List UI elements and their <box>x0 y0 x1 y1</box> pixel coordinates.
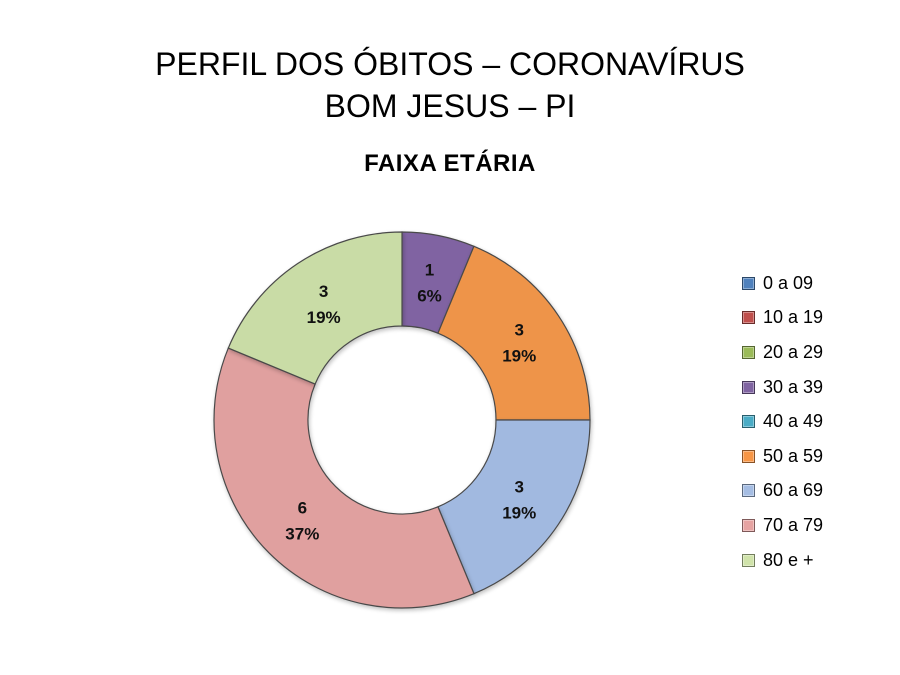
slice-percent-label: 19% <box>307 308 341 327</box>
legend-swatch <box>742 518 755 532</box>
donut-slices <box>213 231 591 609</box>
legend-label: 30 a 39 <box>763 376 824 397</box>
slice-70-a-79 <box>213 347 475 609</box>
chart-legend: 0 a 09 10 a 19 20 a 29 30 a 39 40 a 49 50 a 5… <box>742 266 882 577</box>
legend-item: 0 a 09 <box>742 266 882 301</box>
legend-item: 10 a 19 <box>742 301 882 336</box>
slice-percent-label: 19% <box>502 347 536 366</box>
legend-item: 50 a 59 <box>742 439 882 474</box>
slice-80-e-plus <box>227 231 403 385</box>
legend-label: 50 a 59 <box>763 445 824 466</box>
chart-subtitle: FAIXA ETÁRIA <box>364 150 536 177</box>
legend-swatch <box>742 311 755 325</box>
legend-label: 0 a 09 <box>763 272 814 293</box>
legend-label: 40 a 49 <box>763 411 824 432</box>
slice-percent-label: 19% <box>502 503 536 522</box>
legend-item: 80 e + <box>742 543 882 578</box>
chart-title-line-2: BOM JESUS – PI <box>324 88 576 124</box>
legend-label: 60 a 69 <box>763 480 824 501</box>
legend-label: 10 a 19 <box>763 307 824 328</box>
slice-value-label: 1 <box>425 261 434 280</box>
slice-value-label: 3 <box>319 282 328 301</box>
slice-value-label: 6 <box>298 499 307 518</box>
legend-label: 70 a 79 <box>763 514 824 535</box>
legend-label: 80 e + <box>763 549 814 570</box>
slice-percent-label: 6% <box>417 287 442 306</box>
slice-value-label: 3 <box>515 321 524 340</box>
legend-item: 70 a 79 <box>742 508 882 543</box>
slice-labels: 1 6% 3 19% 3 19% 6 37% 3 19% <box>285 261 536 544</box>
slice-percent-label: 37% <box>285 525 319 544</box>
legend-item: 60 a 69 <box>742 474 882 509</box>
legend-swatch <box>742 276 755 290</box>
legend-item: 40 a 49 <box>742 404 882 439</box>
legend-swatch <box>742 380 755 394</box>
legend-item: 20 a 29 <box>742 335 882 370</box>
legend-swatch <box>742 484 755 498</box>
slice-value-label: 3 <box>515 477 524 496</box>
legend-swatch <box>742 415 755 429</box>
chart-title-line-1: PERFIL DOS ÓBITOS – CORONAVÍRUS <box>155 46 745 82</box>
legend-label: 20 a 29 <box>763 341 824 362</box>
legend-swatch <box>742 449 755 463</box>
slice-50-a-59 <box>437 245 591 421</box>
legend-item: 30 a 39 <box>742 370 882 405</box>
legend-swatch <box>742 345 755 359</box>
legend-swatch <box>742 553 755 567</box>
slice-60-a-69 <box>437 419 591 595</box>
